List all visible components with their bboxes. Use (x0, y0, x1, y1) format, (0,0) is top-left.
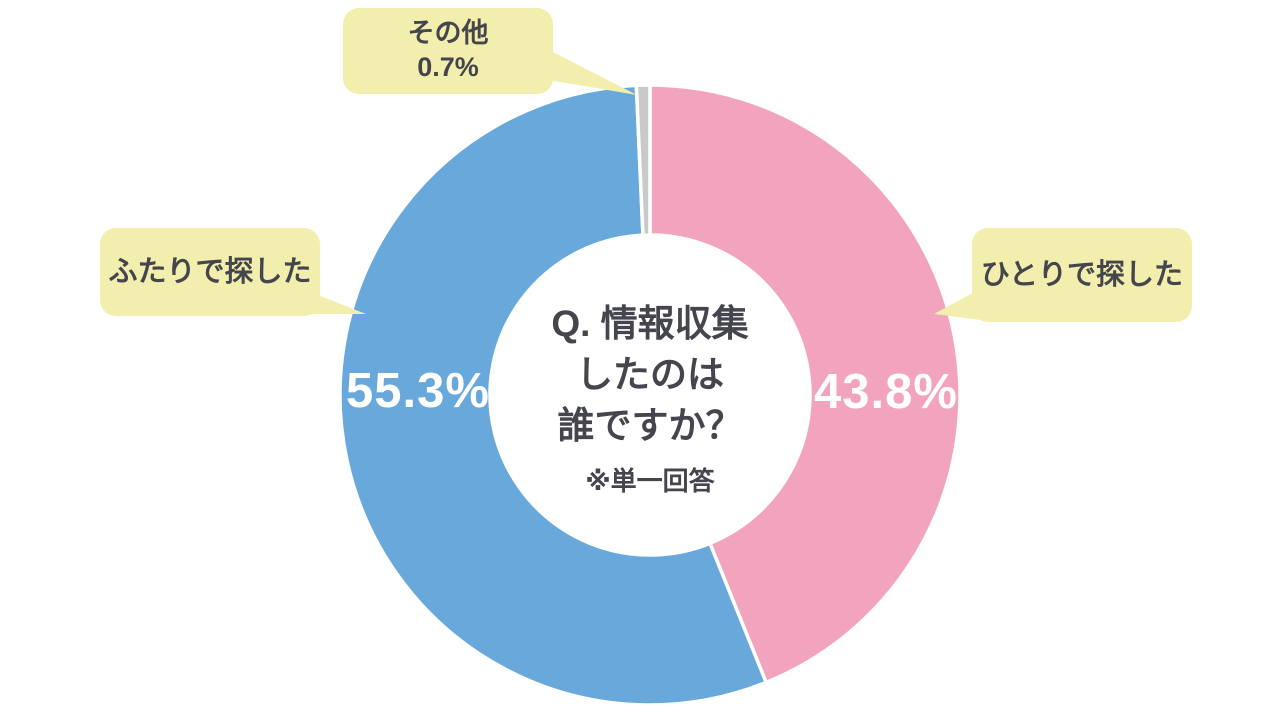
pie-slice-other (634, 83, 652, 237)
chart-question: Q. 情報収集 したのは 誰ですか？ ※単一回答 (485, 298, 815, 498)
pie-slice-alone (648, 83, 962, 685)
pie-slice-together (338, 83, 768, 707)
callout-together-label: ふたりで探した (108, 255, 312, 288)
question-line-1: Q. 情報収集 (551, 302, 749, 344)
donut-slices (338, 83, 962, 707)
callout-alone-label: ひとりで探した (980, 258, 1184, 291)
question-line-3: 誰ですか？ (557, 405, 743, 447)
callout-other: その他 0.7% (343, 8, 553, 94)
callout-together: ふたりで探した (100, 228, 320, 316)
callout-alone: ひとりで探した (972, 228, 1192, 322)
callout-other-percent: 0.7% (417, 52, 479, 82)
callout-other-label: その他 (407, 18, 489, 49)
callout-tail-other (549, 50, 637, 95)
percent-label-together: 55.3% (346, 364, 490, 418)
question-line-2: したのは (576, 353, 724, 395)
percent-label-alone: 43.8% (814, 365, 958, 419)
question-note: ※単一回答 (585, 466, 715, 497)
